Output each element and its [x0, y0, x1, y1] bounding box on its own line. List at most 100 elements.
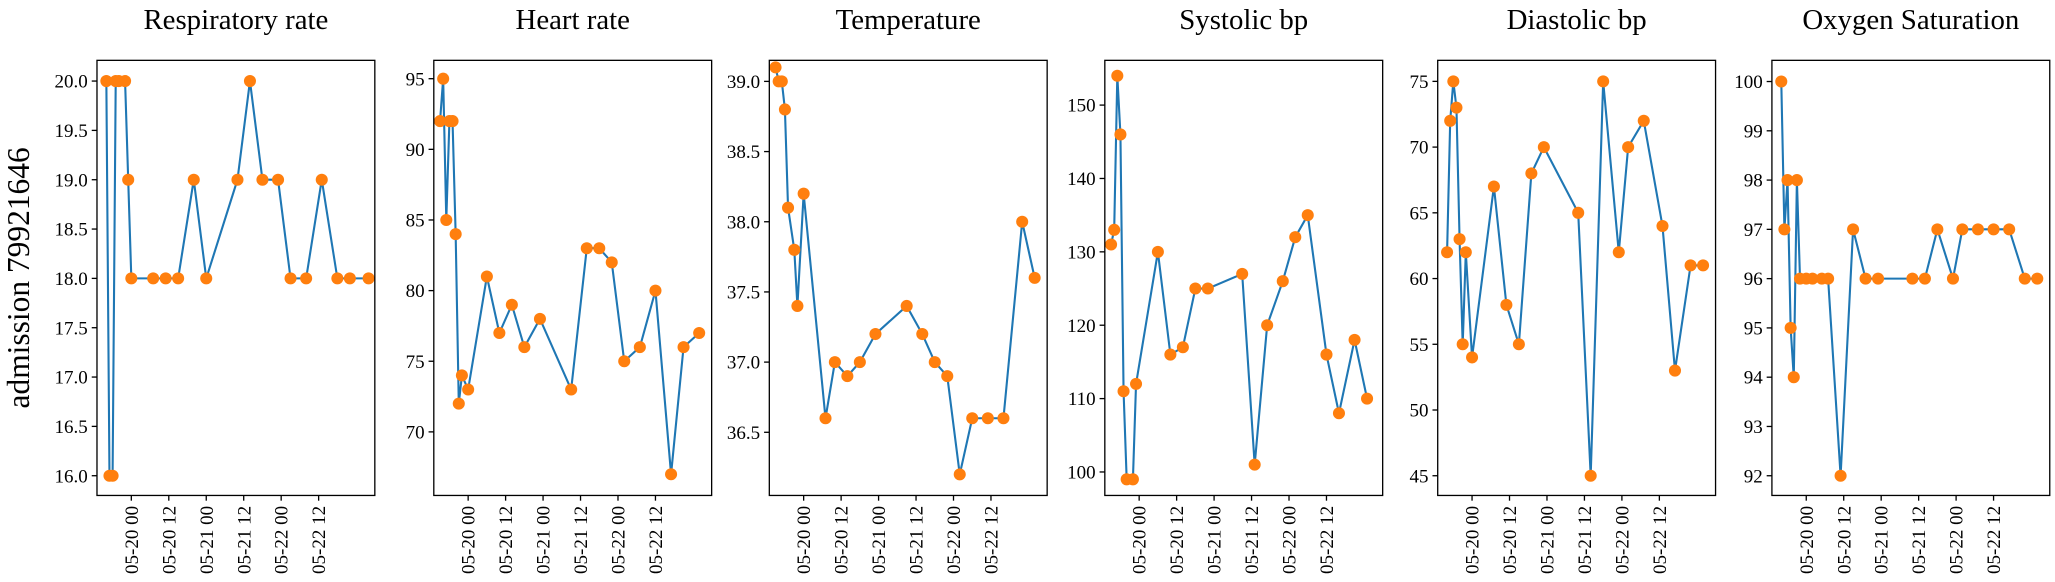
observation-marker [1201, 282, 1214, 295]
x-tick-label: 05-21 12 [1575, 506, 1596, 574]
observation-marker [1512, 338, 1525, 351]
x-tick-label: 05-21 12 [1242, 506, 1263, 574]
observation-marker [256, 173, 269, 186]
y-tick-label: 96 [1744, 269, 1763, 290]
y-tick-label: 18.0 [55, 269, 88, 290]
observation-marker [1332, 407, 1345, 420]
observation-marker [1130, 377, 1143, 390]
observation-marker [2003, 223, 2016, 236]
y-tick-label: 45 [1410, 466, 1429, 487]
x-tick-label: 05-20 00 [122, 506, 143, 574]
chart-title: Heart rate [516, 4, 630, 36]
y-tick-label: 18.5 [55, 220, 88, 241]
observation-marker [618, 355, 631, 368]
x-tick-label: 05-21 12 [907, 506, 928, 574]
observation-marker [1584, 469, 1597, 482]
observation-marker [869, 328, 882, 341]
observation-marker [1164, 348, 1177, 361]
observation-marker [187, 173, 200, 186]
observation-marker [343, 272, 356, 285]
observation-marker [172, 272, 185, 285]
observation-marker [119, 75, 132, 88]
observation-marker [633, 341, 646, 354]
y-tick-label: 95 [406, 69, 425, 90]
observation-marker [1790, 174, 1803, 187]
x-tick-label: 05-22 12 [982, 506, 1003, 574]
y-tick-label: 100 [1067, 463, 1096, 484]
x-tick-label: 05-20 00 [1130, 506, 1151, 574]
observation-marker [841, 370, 854, 383]
y-tick-label: 95 [1744, 318, 1763, 339]
observation-marker [1189, 282, 1202, 295]
observation-marker [1456, 338, 1469, 351]
observation-marker [243, 75, 256, 88]
observation-marker [1301, 209, 1314, 222]
y-tick-label: 38.5 [727, 142, 760, 163]
observation-marker [1859, 272, 1872, 285]
observation-marker [1453, 233, 1466, 246]
plot-frame [1104, 59, 1384, 497]
observation-marker [462, 383, 475, 396]
y-tick-label: 36.5 [727, 423, 760, 444]
observation-marker [434, 115, 447, 128]
x-tick-label: 05-22 00 [1947, 506, 1968, 574]
observation-marker [778, 103, 791, 116]
y-tick-label: 17.5 [55, 318, 88, 339]
y-tick-label: 90 [406, 140, 425, 161]
x-tick-label: 05-21 00 [1872, 506, 1893, 574]
observation-marker [565, 383, 578, 396]
x-tick-label: 05-22 00 [609, 506, 630, 574]
observation-marker [1261, 319, 1274, 332]
x-tick-label: 05-22 00 [1280, 506, 1301, 574]
observation-marker [440, 213, 453, 227]
x-tick-label: 05-20 12 [496, 506, 517, 574]
y-tick-label: 70 [1410, 138, 1429, 159]
observation-marker [1320, 348, 1333, 361]
y-tick-label: 80 [406, 281, 425, 302]
y-tick-label: 37.0 [727, 353, 760, 374]
observation-marker [159, 272, 172, 285]
observation-marker [819, 412, 832, 425]
x-tick-label: 05-20 12 [832, 506, 853, 574]
observation-marker [455, 369, 468, 382]
y-tick-label: 75 [1410, 72, 1429, 93]
y-tick-label: 55 [1410, 335, 1429, 356]
observation-marker [362, 272, 375, 285]
plot-frame [768, 59, 1048, 497]
observation-marker [2018, 272, 2031, 285]
y-tick-label: 37.5 [727, 282, 760, 303]
observation-marker [677, 341, 690, 354]
chart-title: Temperature [836, 4, 981, 36]
observation-marker [966, 412, 979, 425]
observation-marker [1668, 364, 1682, 377]
observation-marker [1525, 167, 1538, 180]
observation-marker [106, 469, 119, 482]
observation-marker [1987, 223, 2000, 236]
observation-marker [1466, 351, 1479, 364]
observation-marker [452, 397, 465, 410]
x-tick-label: 05-21 12 [1909, 506, 1930, 574]
observation-marker [1847, 223, 1860, 236]
y-tick-label: 39.0 [727, 72, 760, 93]
panel: Oxygen Saturation 92 93 94 95 96 97 98 99 100 05-2… [1734, 4, 2051, 574]
y-tick-label: 17.0 [55, 368, 88, 389]
x-tick-label: 05-21 00 [869, 506, 890, 574]
observation-marker [1016, 215, 1029, 228]
observation-marker [953, 468, 966, 481]
observation-marker [1248, 458, 1261, 471]
y-axis-label: admission 79921646 [1, 147, 36, 408]
observation-marker [1806, 272, 1819, 285]
observation-marker [1906, 272, 1919, 285]
observation-marker [1612, 246, 1625, 259]
y-tick-label: 94 [1744, 368, 1764, 389]
observation-marker [782, 201, 795, 214]
x-tick-label: 05-21 00 [197, 506, 218, 574]
x-tick-label: 05-21 00 [1538, 506, 1559, 574]
y-tick-label: 120 [1067, 316, 1096, 337]
x-tick-label: 05-22 00 [1612, 506, 1633, 574]
observation-marker [775, 75, 788, 88]
y-tick-label: 130 [1067, 242, 1096, 263]
x-tick-label: 05-22 12 [309, 506, 330, 574]
x-tick-label: 05-21 00 [534, 506, 555, 574]
